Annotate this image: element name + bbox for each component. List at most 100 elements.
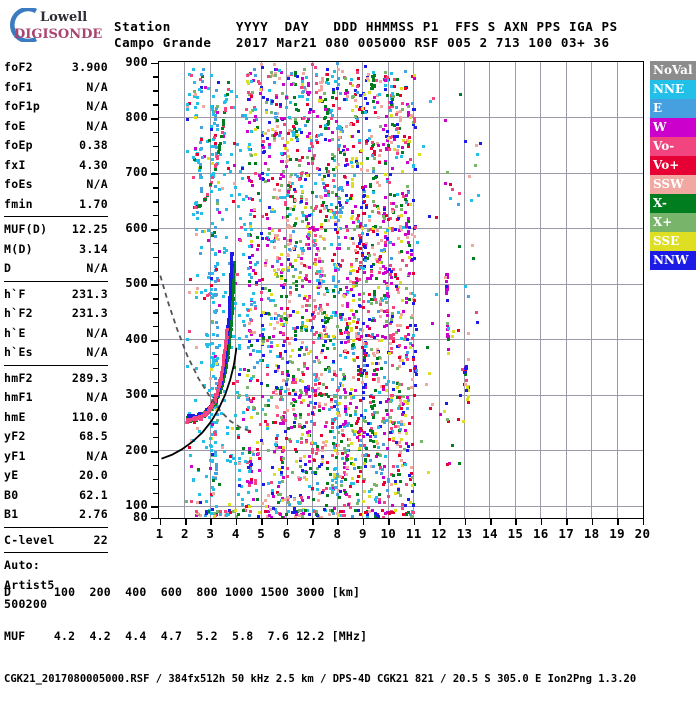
echo-point [379, 299, 383, 303]
echo-point [271, 390, 275, 394]
echo-point [292, 207, 296, 211]
echo-point [211, 386, 214, 390]
echo-point [256, 126, 260, 130]
ionogram-plot-area[interactable] [158, 61, 644, 519]
echo-point [317, 377, 321, 381]
echo-point [390, 269, 394, 273]
echo-point [299, 415, 303, 419]
echo-point [209, 355, 213, 359]
echo-point [297, 424, 301, 428]
legend-swatch-noval[interactable]: NoVal [650, 61, 696, 80]
echo-point [281, 415, 285, 419]
echo-point [373, 203, 377, 207]
echo-point [410, 344, 414, 348]
legend-swatch-vo[interactable]: Vo+ [650, 156, 696, 175]
echo-point [298, 271, 302, 275]
legend-swatch-e[interactable]: E [650, 99, 696, 118]
echo-point [311, 144, 315, 148]
echo-point [280, 357, 284, 361]
legend-swatch-nnw[interactable]: NNW [650, 251, 696, 270]
echo-point [238, 344, 242, 348]
echo-point [288, 241, 292, 245]
echo-point [351, 298, 355, 302]
echo-point [353, 99, 357, 103]
echo-point [276, 493, 280, 497]
echo-point [329, 406, 333, 410]
echo-point [358, 242, 362, 246]
legend-swatch-ssw[interactable]: SSW [650, 175, 696, 194]
echo-point [325, 72, 329, 76]
echo-point [326, 317, 330, 321]
echo-point [280, 323, 284, 327]
echo-point [326, 218, 330, 222]
legend-swatch-x[interactable]: X- [650, 194, 696, 213]
param-key: hmF2 [4, 370, 33, 385]
echo-point [256, 447, 260, 451]
echo-point [345, 94, 349, 98]
echo-point [283, 144, 287, 148]
echo-point [396, 130, 400, 134]
echo-point [193, 115, 197, 119]
echo-point [375, 453, 379, 457]
echo-point [294, 283, 298, 287]
footer-muf-row: MUF 4.2 4.2 4.4 4.7 5.2 5.8 7.6 12.2 [MH… [4, 628, 368, 643]
echo-point [377, 211, 381, 215]
echo-point [336, 474, 340, 478]
echo-point [351, 211, 355, 215]
echo-point [378, 453, 382, 457]
legend-swatch-w[interactable]: W [650, 118, 696, 137]
echo-point [293, 398, 297, 402]
x-axis-label: 6 [282, 526, 291, 541]
echo-point [358, 370, 362, 374]
echo-point [284, 437, 288, 441]
echo-point [271, 491, 275, 495]
echo-point [404, 193, 408, 197]
echo-point [369, 273, 373, 277]
echo-point [225, 92, 229, 96]
echo-point [301, 285, 305, 289]
echo-point [396, 214, 400, 218]
echo-point [378, 225, 382, 229]
legend-swatch-x[interactable]: X+ [650, 213, 696, 232]
echo-point [289, 426, 293, 430]
echo-point [338, 214, 342, 218]
echo-point [349, 279, 353, 283]
echo-point [276, 267, 280, 271]
echo-point [391, 166, 395, 170]
echo-point [355, 336, 359, 340]
echo-point [302, 398, 306, 402]
legend-swatch-sse[interactable]: SSE [650, 232, 696, 251]
echo-point [301, 248, 305, 252]
echo-point [276, 490, 280, 494]
echo-point [250, 319, 254, 323]
echo-point [406, 357, 410, 361]
echo-point [370, 269, 374, 273]
echo-point [364, 457, 368, 461]
echo-point [287, 503, 291, 507]
echo-point [336, 389, 340, 393]
param-key: h`Es [4, 345, 33, 359]
legend-swatch-vo[interactable]: Vo- [650, 137, 696, 156]
echo-point [294, 450, 298, 454]
echo-point [298, 395, 302, 399]
legend-swatch-nne[interactable]: NNE [650, 80, 696, 99]
echo-point [256, 451, 260, 455]
echo-point [293, 126, 297, 130]
echo-point [245, 79, 249, 83]
echo-point [287, 373, 291, 377]
echo-point [372, 169, 376, 173]
echo-point [329, 486, 333, 490]
echo-point [365, 341, 369, 345]
echo-point [261, 359, 265, 363]
echo-point [326, 209, 330, 213]
echo-point [310, 159, 314, 163]
param-row-he: h`E N/A [4, 324, 108, 344]
echo-point [309, 466, 313, 470]
echo-point [264, 237, 268, 241]
echo-point [275, 95, 279, 99]
echo-point [279, 421, 283, 425]
echo-point [337, 247, 341, 251]
echo-point [373, 432, 377, 436]
echo-point [333, 262, 337, 266]
echo-point [383, 464, 387, 468]
